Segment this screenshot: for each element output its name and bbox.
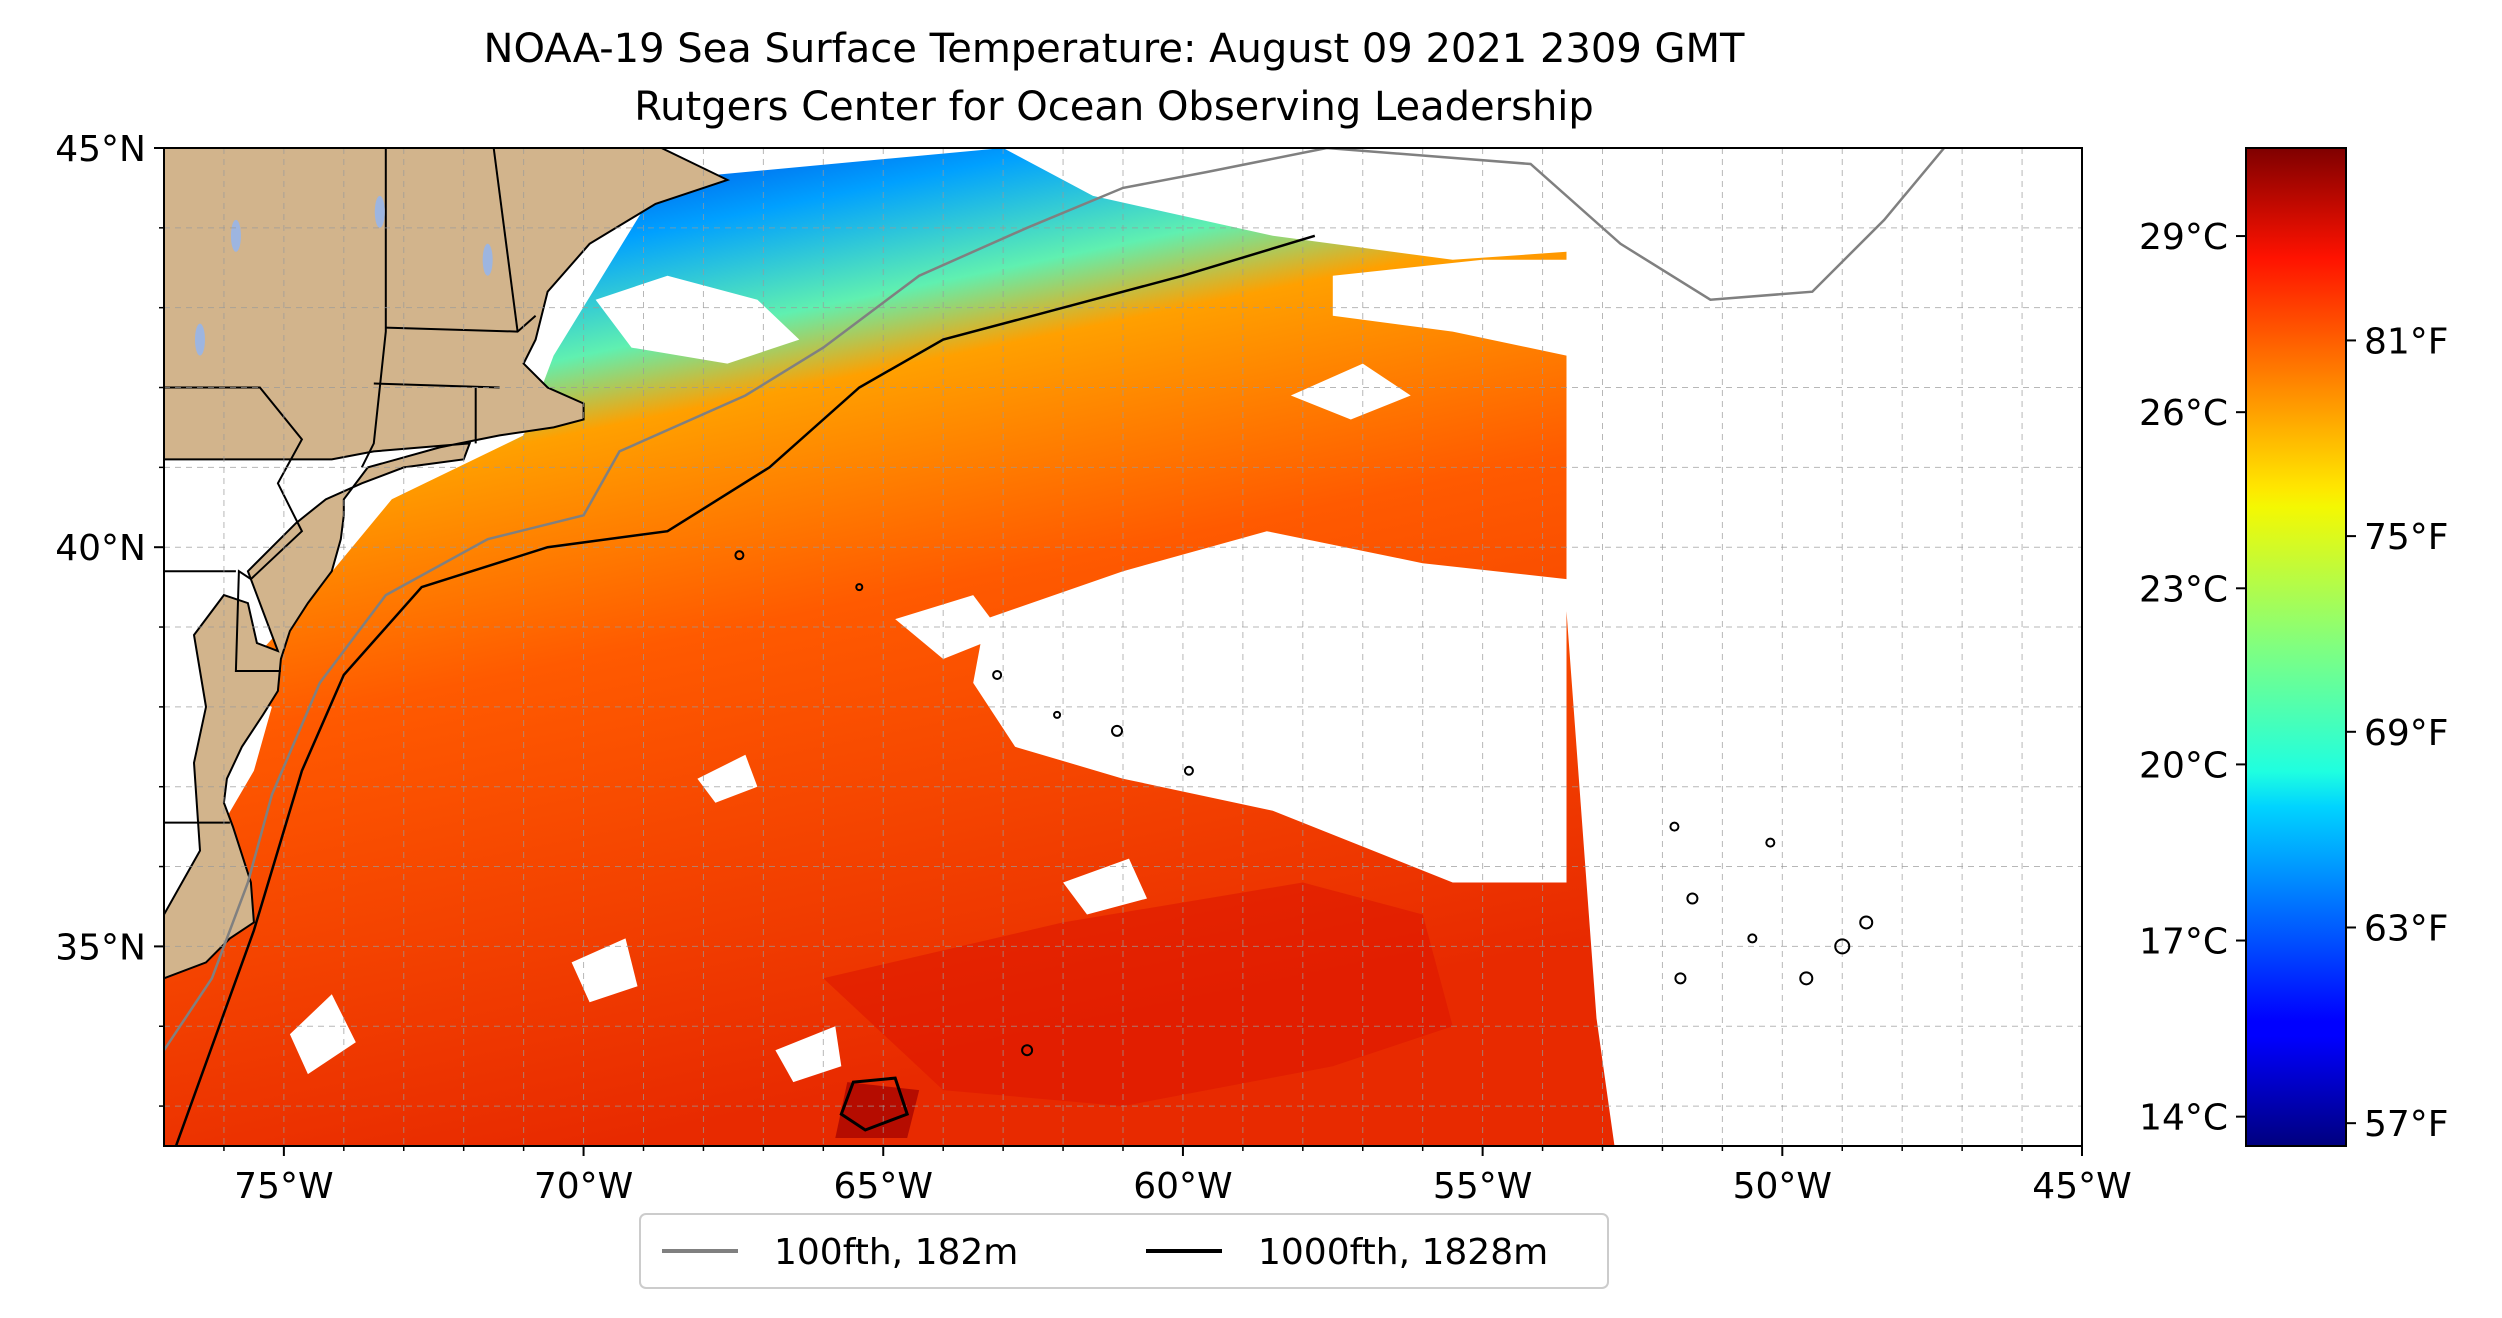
fahrenheit-tick-label: 63°F	[2364, 908, 2449, 949]
lon-tick-label: 50°W	[1733, 1166, 1832, 1207]
celsius-tick-label: 26°C	[2139, 393, 2228, 434]
longitude-ticks: 75°W 70°W 65°W 60°W 55°W 50°W 45°W	[223, 1146, 2132, 1207]
seamount-6	[1183, 765, 1194, 776]
lon-tick-label: 55°W	[1433, 1166, 1532, 1207]
state-border-6	[164, 386, 304, 672]
cloud-gap-9	[1063, 858, 1147, 915]
fahrenheit-tick-label: 81°F	[2364, 321, 2449, 362]
isobath-100fth	[164, 148, 1946, 1051]
fahrenheit-tick-label: 75°F	[2364, 517, 2449, 558]
seamount-contours	[734, 550, 1874, 1132]
lon-tick-label: 60°W	[1133, 1166, 1232, 1207]
lake-1	[230, 219, 241, 252]
cloud-gap-10	[775, 1026, 842, 1083]
chart-title: NOAA-19 Sea Surface Temperature: August …	[484, 26, 1745, 72]
state-borders	[164, 148, 537, 824]
cloud-gap-4	[595, 275, 800, 364]
seamount-12	[1859, 915, 1874, 930]
celsius-tick-label: 29°C	[2139, 217, 2228, 258]
legend-box	[639, 1213, 1609, 1289]
fahrenheit-ticks: 81°F 75°F 69°F 63°F 57°F	[2346, 321, 2449, 1145]
lon-tick-label: 75°W	[234, 1166, 333, 1207]
isobath-1000fth	[174, 234, 1316, 1146]
seamount-2	[855, 583, 864, 592]
seamount-10	[1799, 971, 1814, 986]
legend-label-100fth: 100fth, 182m	[774, 1232, 1018, 1273]
colorbar: 29°C 26°C 23°C 20°C 17°C 14°C 81°F 75°F 69°F 63°…	[2139, 147, 2449, 1147]
state-border-1	[360, 148, 387, 468]
bermuda-outline	[839, 1076, 910, 1132]
cloud-gap-13	[697, 754, 758, 803]
chart-subtitle: Rutgers Center for Ocean Observing Leade…	[634, 84, 1594, 130]
sst-data-layer	[164, 148, 1615, 1146]
colorbar-gradient	[2245, 147, 2347, 1147]
seamount-4	[1053, 710, 1062, 719]
lon-tick-label: 70°W	[534, 1166, 633, 1207]
seamount-14	[1669, 821, 1680, 832]
legend-label-1000fth: 1000fth, 1828m	[1258, 1232, 1548, 1273]
seamount-13	[1765, 837, 1776, 848]
seamount-15	[1021, 1044, 1034, 1057]
seamount-1	[734, 550, 745, 561]
celsius-tick-label: 14°C	[2139, 1098, 2228, 1139]
lake-4	[482, 243, 493, 276]
celsius-tick-label: 23°C	[2139, 569, 2228, 610]
cloud-gap-7	[289, 994, 356, 1075]
celsius-ticks: 29°C 26°C 23°C 20°C 17°C 14°C	[2139, 217, 2246, 1139]
fahrenheit-tick-label: 69°F	[2364, 713, 2449, 754]
sst-warm-core	[823, 882, 1453, 1107]
celsius-tick-label: 20°C	[2139, 745, 2228, 786]
lake-2	[194, 323, 205, 356]
fahrenheit-tick-label: 57°F	[2364, 1104, 2449, 1145]
cloud-gap-11	[1338, 778, 1405, 827]
lat-tick-label: 45°N	[55, 129, 146, 170]
seamount-3	[992, 669, 1003, 680]
seamount-5	[1111, 724, 1124, 737]
cloud-gap-2	[1332, 259, 1567, 356]
seamount-7	[1674, 972, 1687, 985]
legend: 100fth, 182m 1000fth, 1828m	[639, 1213, 1609, 1289]
lat-tick-label: 35°N	[55, 927, 146, 968]
state-border-3	[385, 314, 537, 333]
seamount-8	[1686, 892, 1699, 905]
map-panel: 45°N 40°N 35°N 75°W 70°W 65°W 60°W 55°W 50°W 45°…	[55, 129, 2131, 1207]
state-border-2	[492, 148, 519, 332]
lon-tick-label: 65°W	[834, 1166, 933, 1207]
seamount-9	[1747, 933, 1758, 944]
seamount-11	[1834, 938, 1851, 955]
lat-tick-label: 40°N	[55, 528, 146, 569]
celsius-tick-label: 17°C	[2139, 922, 2228, 963]
state-border-5	[373, 382, 500, 389]
latitude-ticks: 45°N 40°N 35°N	[55, 129, 164, 1107]
lon-tick-label: 45°W	[2032, 1166, 2131, 1207]
gridlines	[164, 148, 2082, 1146]
cloud-gap-8	[571, 938, 638, 1003]
cloud-gap-3	[1290, 363, 1411, 420]
lake-3	[374, 195, 385, 228]
